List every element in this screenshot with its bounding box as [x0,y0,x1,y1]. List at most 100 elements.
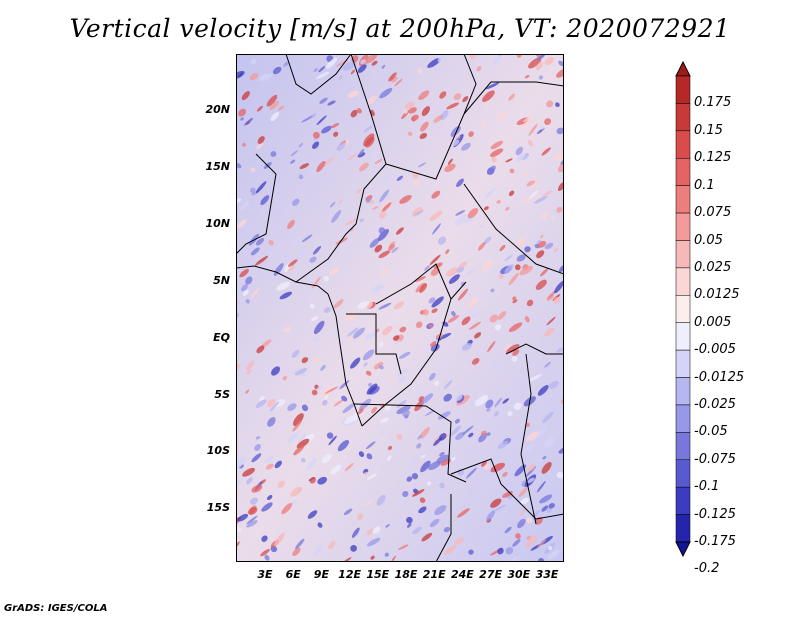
velocity-speck [494,397,502,408]
latitude-label: 10N [205,217,230,230]
velocity-speck [512,296,517,301]
velocity-speck [394,340,401,345]
velocity-speck [420,460,431,473]
velocity-speck [399,351,411,359]
velocity-speck [311,356,321,364]
velocity-speck [468,432,474,438]
velocity-speck [300,457,306,463]
map-background [236,54,564,562]
velocity-speck [317,522,323,528]
velocity-speck [296,438,310,449]
velocity-speck [246,370,252,375]
velocity-speck [557,161,564,173]
colorbar-label: 0.025 [694,259,732,275]
velocity-speck [298,142,304,148]
velocity-speck [497,547,504,555]
velocity-speck [369,200,375,205]
velocity-speck [496,199,501,204]
velocity-speck [264,455,274,464]
velocity-speck [493,54,502,65]
velocity-speck [347,336,354,341]
velocity-speck [312,245,322,255]
velocity-speck [287,403,297,411]
velocity-speck [536,250,545,259]
velocity-speck [523,115,535,122]
velocity-speck [290,486,303,497]
velocity-speck [436,454,450,464]
velocity-speck [544,56,554,66]
velocity-speck [534,303,540,309]
velocity-speck [485,399,494,409]
velocity-speck [350,544,358,552]
velocity-speck [520,497,530,505]
velocity-speck [387,445,393,451]
velocity-speck [455,210,466,216]
velocity-speck [313,68,318,72]
velocity-speck [338,75,343,80]
velocity-speck [274,532,285,546]
velocity-speck [534,243,540,249]
velocity-speck [514,264,521,271]
velocity-speck [266,399,276,407]
velocity-speck [360,59,366,65]
velocity-speck [261,502,273,512]
velocity-speck [282,375,288,381]
velocity-speck [250,497,258,505]
velocity-speck [342,402,356,414]
velocity-speck [248,506,258,515]
velocity-speck [447,315,459,323]
velocity-speck [478,432,488,443]
velocity-speck [520,508,526,516]
velocity-speck [279,291,293,300]
velocity-speck [542,411,554,424]
colorbar-label: -0.125 [694,506,736,522]
velocity-speck [490,498,502,508]
velocity-speck [512,538,521,547]
velocity-speck [365,331,378,340]
velocity-speck [396,405,411,415]
colorbar-swatch [675,514,691,543]
velocity-speck [434,380,440,386]
latitude-label: 20N [205,103,230,116]
longitude-label: 15E [366,568,390,581]
colorbar-swatch [675,212,691,241]
longitude-label: 9E [313,568,329,581]
velocity-speck [363,362,368,367]
velocity-speck [359,162,369,172]
velocity-speck [412,172,419,179]
velocity-speck [313,545,323,555]
velocity-speck [250,187,256,193]
velocity-speck [250,247,260,256]
velocity-speck [325,57,338,69]
velocity-speck [516,153,526,162]
velocity-speck [292,547,301,556]
velocity-speck [378,250,391,259]
velocity-speck [331,122,340,129]
velocity-speck [326,432,334,439]
velocity-speck [524,75,530,79]
velocity-speck [407,522,412,528]
colorbar-label: 0.1 [694,177,715,193]
velocity-speck [398,544,409,551]
velocity-speck [544,327,555,337]
velocity-speck [433,369,446,379]
velocity-speck [357,189,361,194]
velocity-speck [427,57,441,68]
velocity-speck [265,72,273,82]
velocity-speck [408,107,417,114]
velocity-speck [380,268,388,276]
velocity-speck [374,244,383,253]
velocity-speck [462,96,469,103]
velocity-speck [257,136,265,144]
velocity-speck [502,472,508,477]
velocity-speck [461,142,471,151]
velocity-speck [344,462,354,472]
colorbar-label: 0.005 [694,314,732,330]
velocity-speck [357,301,370,309]
velocity-speck [429,518,440,528]
velocity-speck [333,131,339,137]
velocity-speck [316,71,330,79]
velocity-speck [363,499,374,507]
velocity-speck [514,464,527,477]
velocity-speck [290,150,299,157]
